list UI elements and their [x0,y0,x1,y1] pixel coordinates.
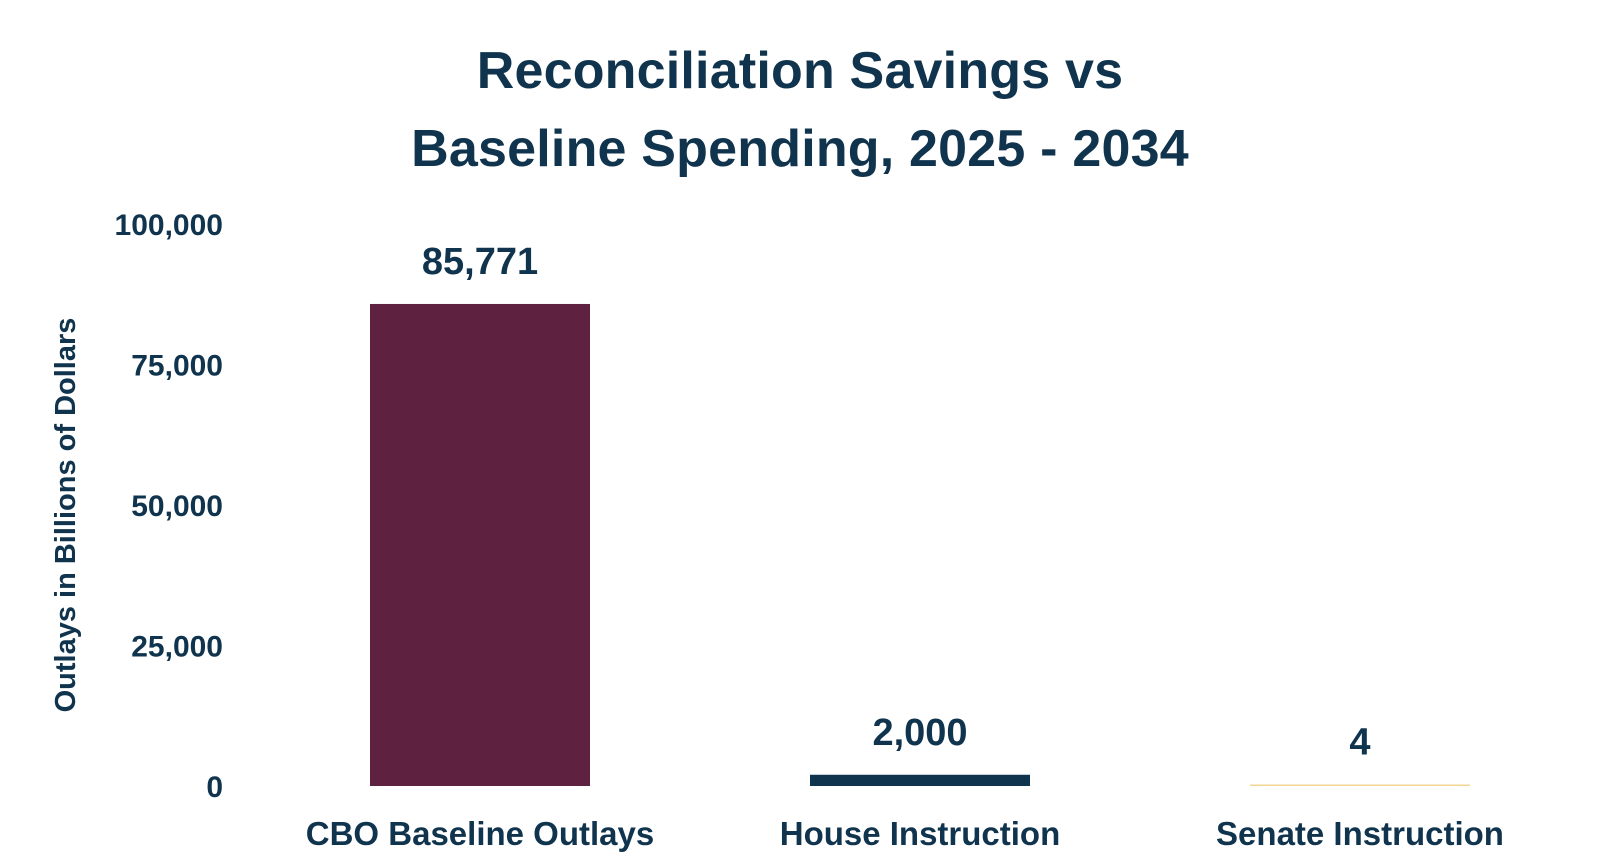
bar [1250,784,1470,786]
chart-title-line-1: Reconciliation Savings vs [476,42,1124,100]
bars [370,303,1470,786]
y-tick-label: 50,000 [131,490,223,523]
y-tick-label: 100,000 [115,209,223,242]
chart-title-line-2: Baseline Spending, 2025 - 2034 [411,120,1189,178]
chart-title: Reconciliation Savings vs Baseline Spend… [0,32,1600,188]
x-axis-tick-labels: CBO Baseline Outlays House Instruction Sen… [306,815,1504,852]
x-tick-label: House Instruction [780,815,1061,852]
bar-value-label: 4 [1349,722,1370,764]
bar-value-label: 2,000 [872,712,967,754]
x-tick-label: CBO Baseline Outlays [306,815,654,852]
y-axis-tick-labels: 0 25,000 50,000 75,000 100,000 [115,209,223,804]
bar-value-label: 85,771 [422,241,538,283]
bar [370,303,590,786]
bar-value-labels: 85,771 2,000 4 [422,241,1371,764]
y-tick-label: 75,000 [131,350,223,383]
x-tick-label: Senate Instruction [1216,815,1504,852]
y-axis-label: Outlays in Billions of Dollars [50,318,82,713]
y-tick-label: 25,000 [131,631,223,664]
bar [810,774,1030,786]
y-tick-label: 0 [206,771,223,804]
